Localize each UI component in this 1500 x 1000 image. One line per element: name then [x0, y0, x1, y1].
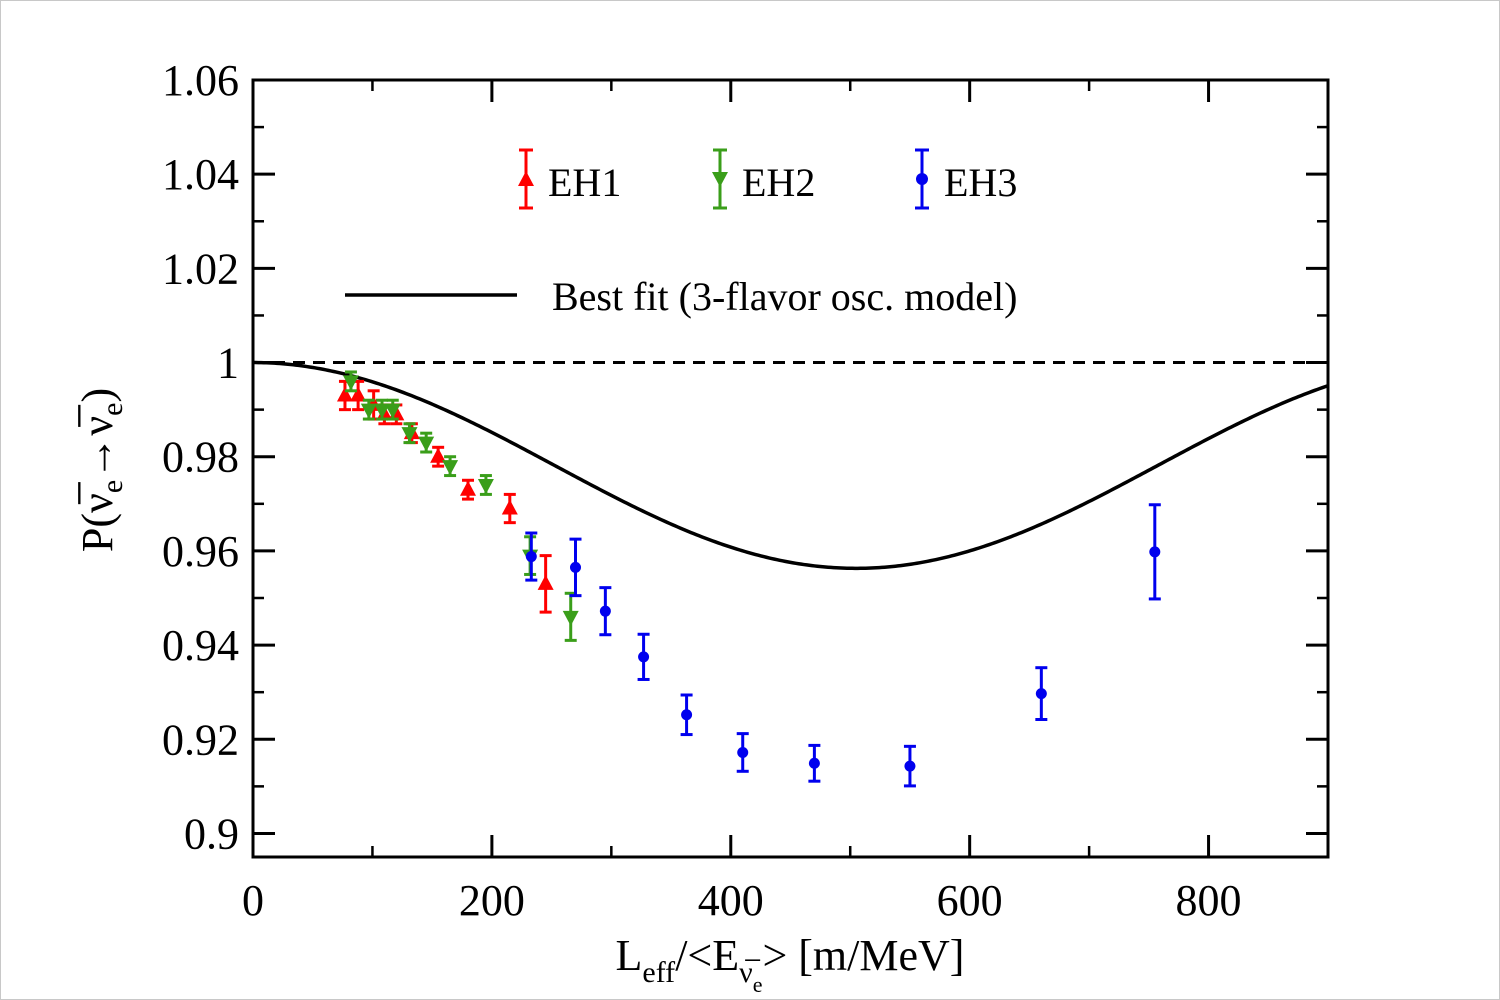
y-tick-label: 1 — [217, 339, 239, 388]
eh3-marker — [1035, 688, 1047, 700]
y-tick-label: 1.04 — [162, 150, 239, 199]
eh2-marker — [418, 436, 435, 452]
y-tick-label: 1.06 — [162, 56, 239, 105]
x-axis-title-sub: eff — [642, 956, 675, 989]
eh2-marker — [384, 403, 401, 419]
eh3-marker — [904, 760, 916, 772]
series-eh2 — [342, 370, 579, 642]
legend-fit-label: Best fit (3-flavor osc. model) — [552, 274, 1017, 319]
eh1-marker — [501, 499, 518, 515]
eh1-marker — [537, 574, 554, 590]
eh3-marker — [681, 709, 693, 721]
eh3-point — [680, 693, 693, 737]
eh3-point — [736, 732, 749, 773]
x-axis-title: Leff/<Eν̅e> [m/MeV] — [616, 931, 965, 997]
eh3-marker — [525, 551, 537, 563]
eh3-marker — [638, 651, 650, 663]
legend-eh3-label: EH3 — [944, 160, 1017, 205]
eh2-point — [401, 422, 418, 445]
eh2-point — [562, 591, 579, 642]
y-axis-title: P(ν̅e→ν̅e) — [73, 388, 129, 552]
legend-eh2-label: EH2 — [742, 160, 815, 205]
x-tick-label: 400 — [698, 876, 764, 925]
plot-area-frame — [251, 78, 1330, 859]
eh3-marker — [808, 757, 820, 769]
legend-entry-eh2: EH2 — [712, 148, 815, 210]
y-tick-label: 0.98 — [162, 433, 239, 482]
eh1-marker — [336, 386, 353, 402]
eh1-marker — [460, 480, 476, 496]
eh3-point — [525, 531, 538, 582]
tick-labels: 0 200 400 600 800 0.9 0.92 0.94 0.96 0.98 1 1.02 1.0… — [162, 56, 1242, 925]
eh3-point — [599, 586, 612, 637]
x-axis-title-mid: /<E — [675, 931, 739, 980]
eh2-marker — [562, 610, 579, 626]
eh2-marker — [442, 460, 459, 476]
series-eh3 — [525, 503, 1161, 788]
y-tick-label: 0.94 — [162, 621, 239, 670]
y-tick-label: 1.02 — [162, 244, 239, 293]
eh1-point — [460, 478, 476, 501]
x-axis-title-sub2-e: e — [753, 972, 763, 997]
legend: EH1 EH2 EH3 Best fit (3-flavor osc. mode… — [345, 148, 1017, 319]
y-axis-title-sub2: e — [96, 403, 129, 416]
x-tick-label: 200 — [459, 876, 525, 925]
x-tick-label: 0 — [242, 876, 264, 925]
y-axis-title-sub1: e — [96, 480, 129, 493]
y-tick-label: 0.9 — [184, 809, 239, 858]
y-tick-label: 0.96 — [162, 527, 239, 576]
eh3-marker — [737, 746, 749, 758]
eh3-point — [569, 537, 582, 598]
eh3-point — [903, 744, 916, 788]
eh3-marker — [1149, 546, 1161, 558]
x-tick-label: 800 — [1176, 876, 1242, 925]
legend-eh3-marker — [916, 173, 928, 185]
eh2-point — [374, 398, 390, 421]
eh2-point — [418, 431, 435, 454]
eh3-point — [1148, 503, 1161, 601]
eh2-marker — [360, 403, 377, 419]
eh2-marker — [401, 427, 418, 443]
y-axis-title-pre: P( — [73, 513, 122, 552]
data-marks — [336, 370, 1161, 788]
eh2-point — [384, 398, 401, 421]
legend-entry-fit: Best fit (3-flavor osc. model) — [345, 274, 1017, 319]
eh2-point — [342, 370, 359, 393]
x-axis-title-main: L — [616, 931, 643, 980]
eh2-point — [360, 398, 377, 421]
eh3-marker — [599, 605, 611, 617]
eh2-marker — [477, 478, 494, 494]
legend-eh2-marker — [712, 172, 728, 187]
eh1-marker — [350, 386, 367, 402]
y-axis-title-post: ) — [73, 388, 122, 403]
eh2-point — [442, 455, 459, 478]
eh3-marker — [570, 561, 581, 573]
eh2-marker — [342, 375, 359, 391]
fit-curve — [252, 360, 1329, 571]
legend-eh1-label: EH1 — [548, 160, 621, 205]
eh3-point — [637, 632, 650, 681]
eh3-point — [808, 743, 821, 783]
eh1-marker — [430, 447, 447, 463]
eh2-marker — [374, 403, 390, 419]
y-axis-title-arrow: → — [73, 436, 122, 480]
legend-entry-eh1: EH1 — [518, 148, 621, 210]
eh3-point — [1035, 666, 1048, 721]
legend-entry-eh3: EH3 — [915, 148, 1017, 210]
eh1-point — [537, 554, 554, 614]
eh1-point — [430, 445, 447, 468]
y-tick-label: 0.92 — [162, 715, 239, 764]
eh2-point — [477, 474, 494, 496]
x-axis-title-tail: > [m/MeV] — [762, 931, 964, 980]
legend-eh1-marker — [518, 171, 534, 186]
x-tick-label: 600 — [937, 876, 1003, 925]
eh1-point — [501, 492, 518, 525]
